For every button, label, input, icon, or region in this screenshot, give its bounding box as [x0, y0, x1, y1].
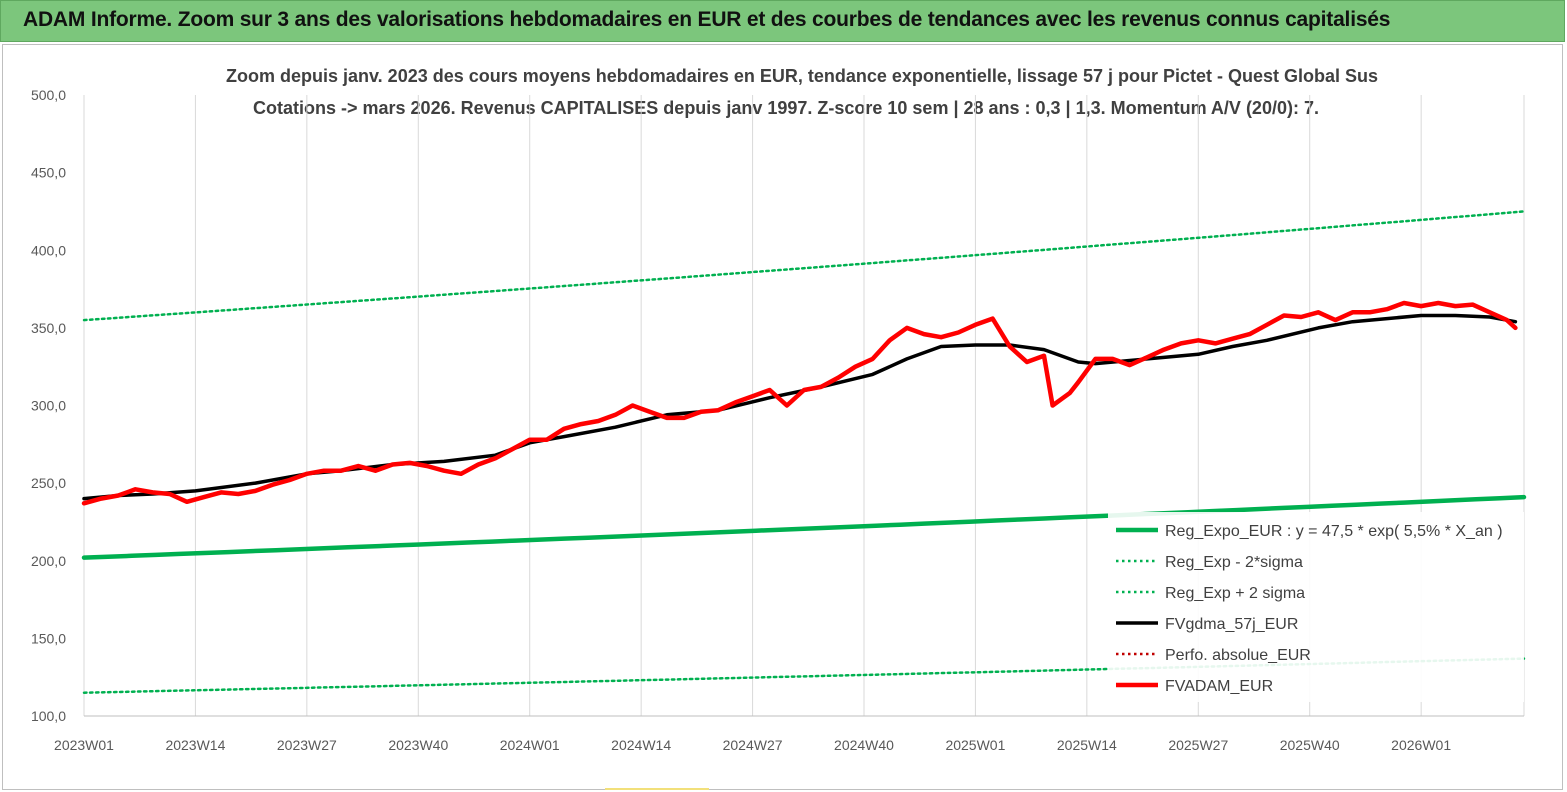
y-tick-label: 200,0 [31, 553, 66, 569]
x-tick-label: 2023W27 [277, 737, 337, 753]
y-tick-label: 450,0 [31, 165, 66, 181]
report-title: ADAM Informe. Zoom sur 3 ans des valoris… [23, 8, 1391, 31]
legend-label: Reg_Expo_EUR : y = 47,5 * exp( 5,5% * X_… [1165, 523, 1503, 540]
x-tick-label: 2026W01 [1391, 737, 1451, 753]
y-tick-label: 350,0 [31, 320, 66, 336]
legend-label: Reg_Exp - 2*sigma [1165, 554, 1303, 571]
x-tick-label: 2025W01 [945, 737, 1005, 753]
legend-label: Reg_Exp + 2 sigma [1165, 585, 1305, 602]
x-tick-label: 2023W14 [165, 737, 225, 753]
y-tick-label: 400,0 [31, 242, 66, 258]
legend-label: FVgdma_57j_EUR [1165, 616, 1298, 633]
legend: Reg_Expo_EUR : y = 47,5 * exp( 5,5% * X_… [1108, 512, 1524, 702]
x-tick-label: 2024W27 [723, 737, 783, 753]
x-tick-label: 2025W40 [1280, 737, 1340, 753]
y-tick-label: 250,0 [31, 475, 66, 491]
y-tick-label: 150,0 [31, 630, 66, 646]
legend-label: Perfo. absolue_EUR [1165, 647, 1311, 664]
x-tick-label: 2023W40 [388, 737, 448, 753]
legend-box [1108, 512, 1524, 702]
y-tick-label: 100,0 [31, 708, 66, 724]
y-tick-label: 300,0 [31, 398, 66, 414]
series-lines [81, 210, 1527, 694]
accent-divider [605, 788, 709, 790]
x-tick-label: 2024W40 [834, 737, 894, 753]
chart-title-line-2: Cotations -> mars 2026. Revenus CAPITALI… [222, 98, 1350, 119]
chart-title-line-1: Zoom depuis janv. 2023 des cours moyens … [222, 66, 1378, 87]
y-tick-labels: 100,0 150,0 200,0 250,0 300,0 350,0 400,0 450,0… [31, 87, 66, 724]
legend-label: FVADAM_EUR [1165, 678, 1273, 695]
report-banner: ADAM Informe. Zoom sur 3 ans des valoris… [0, 0, 1565, 42]
y-tick-label: 500,0 [31, 87, 66, 103]
x-tick-label: 2023W01 [54, 737, 114, 753]
chart-frame [2, 44, 1563, 790]
x-tick-labels: 2023W01 2023W14 2023W27 2023W40 2024W01 2024W… [54, 737, 1451, 753]
x-tick-label: 2025W14 [1057, 737, 1117, 753]
x-tick-label: 2025W27 [1168, 737, 1228, 753]
x-tick-label: 2024W01 [500, 737, 560, 753]
series-line-0 [81, 494, 1527, 560]
series-line-5 [81, 300, 1518, 506]
series-line-2 [82, 210, 1526, 322]
x-tick-label: 2024W14 [611, 737, 671, 753]
series-line-3 [82, 313, 1518, 501]
